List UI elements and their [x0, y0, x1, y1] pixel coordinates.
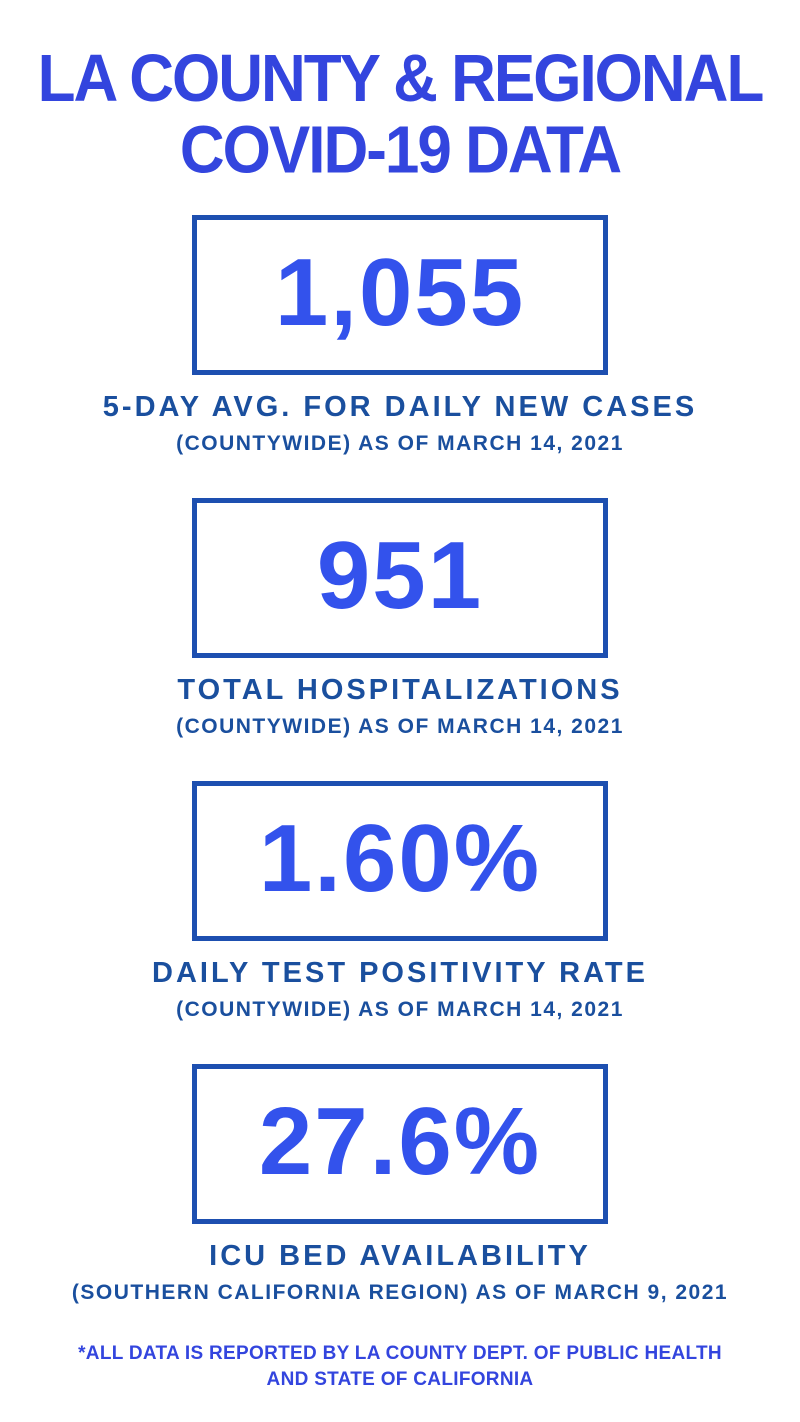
stat-label: DAILY TEST POSITIVITY RATE [152, 957, 648, 990]
stat-card-test-positivity-rate: 1.60% DAILY TEST POSITIVITY RATE (COUNTY… [0, 781, 800, 1022]
data-source-note: *ALL DATA IS REPORTED BY LA COUNTY DEPT.… [78, 1341, 722, 1392]
stat-box: 951 [192, 498, 608, 659]
stat-label: ICU BED AVAILABILITY [209, 1240, 591, 1273]
stat-sublabel: (COUNTYWIDE) AS OF MARCH 14, 2021 [176, 432, 624, 456]
stats-list: 1,055 5-DAY AVG. FOR DAILY NEW CASES (CO… [0, 215, 800, 1347]
stat-box: 27.6% [192, 1064, 608, 1225]
stat-label: TOTAL HOSPITALIZATIONS [177, 674, 623, 707]
stat-box: 1,055 [192, 215, 608, 376]
stat-value: 951 [316, 522, 484, 630]
stat-sublabel: (COUNTYWIDE) AS OF MARCH 14, 2021 [176, 715, 624, 739]
stat-card-icu-bed-availability: 27.6% ICU BED AVAILABILITY (SOUTHERN CAL… [0, 1064, 800, 1305]
page-title-line-1: LA COUNTY & REGIONAL [37, 41, 765, 117]
data-source-note-line-1: *ALL DATA IS REPORTED BY LA COUNTY DEPT.… [78, 1343, 722, 1365]
stat-value: 1.60% [258, 805, 542, 913]
stat-card-total-hospitalizations: 951 TOTAL HOSPITALIZATIONS (COUNTYWIDE) … [0, 498, 800, 739]
stat-label: 5-DAY AVG. FOR DAILY NEW CASES [102, 391, 698, 424]
stat-box: 1.60% [192, 781, 608, 942]
data-source-note-line-2: AND STATE OF CALIFORNIA [266, 1369, 534, 1391]
stat-sublabel: (SOUTHERN CALIFORNIA REGION) AS OF MARCH… [71, 1281, 729, 1305]
stat-sublabel: (COUNTYWIDE) AS OF MARCH 14, 2021 [176, 998, 624, 1022]
stat-value: 1,055 [274, 239, 526, 347]
page-title-line-2: COVID-19 DATA [179, 112, 622, 188]
stat-value: 27.6% [258, 1088, 542, 1196]
page-title: LA COUNTY & REGIONAL COVID-19 DATA [37, 41, 765, 188]
stat-card-daily-new-cases: 1,055 5-DAY AVG. FOR DAILY NEW CASES (CO… [0, 215, 800, 456]
